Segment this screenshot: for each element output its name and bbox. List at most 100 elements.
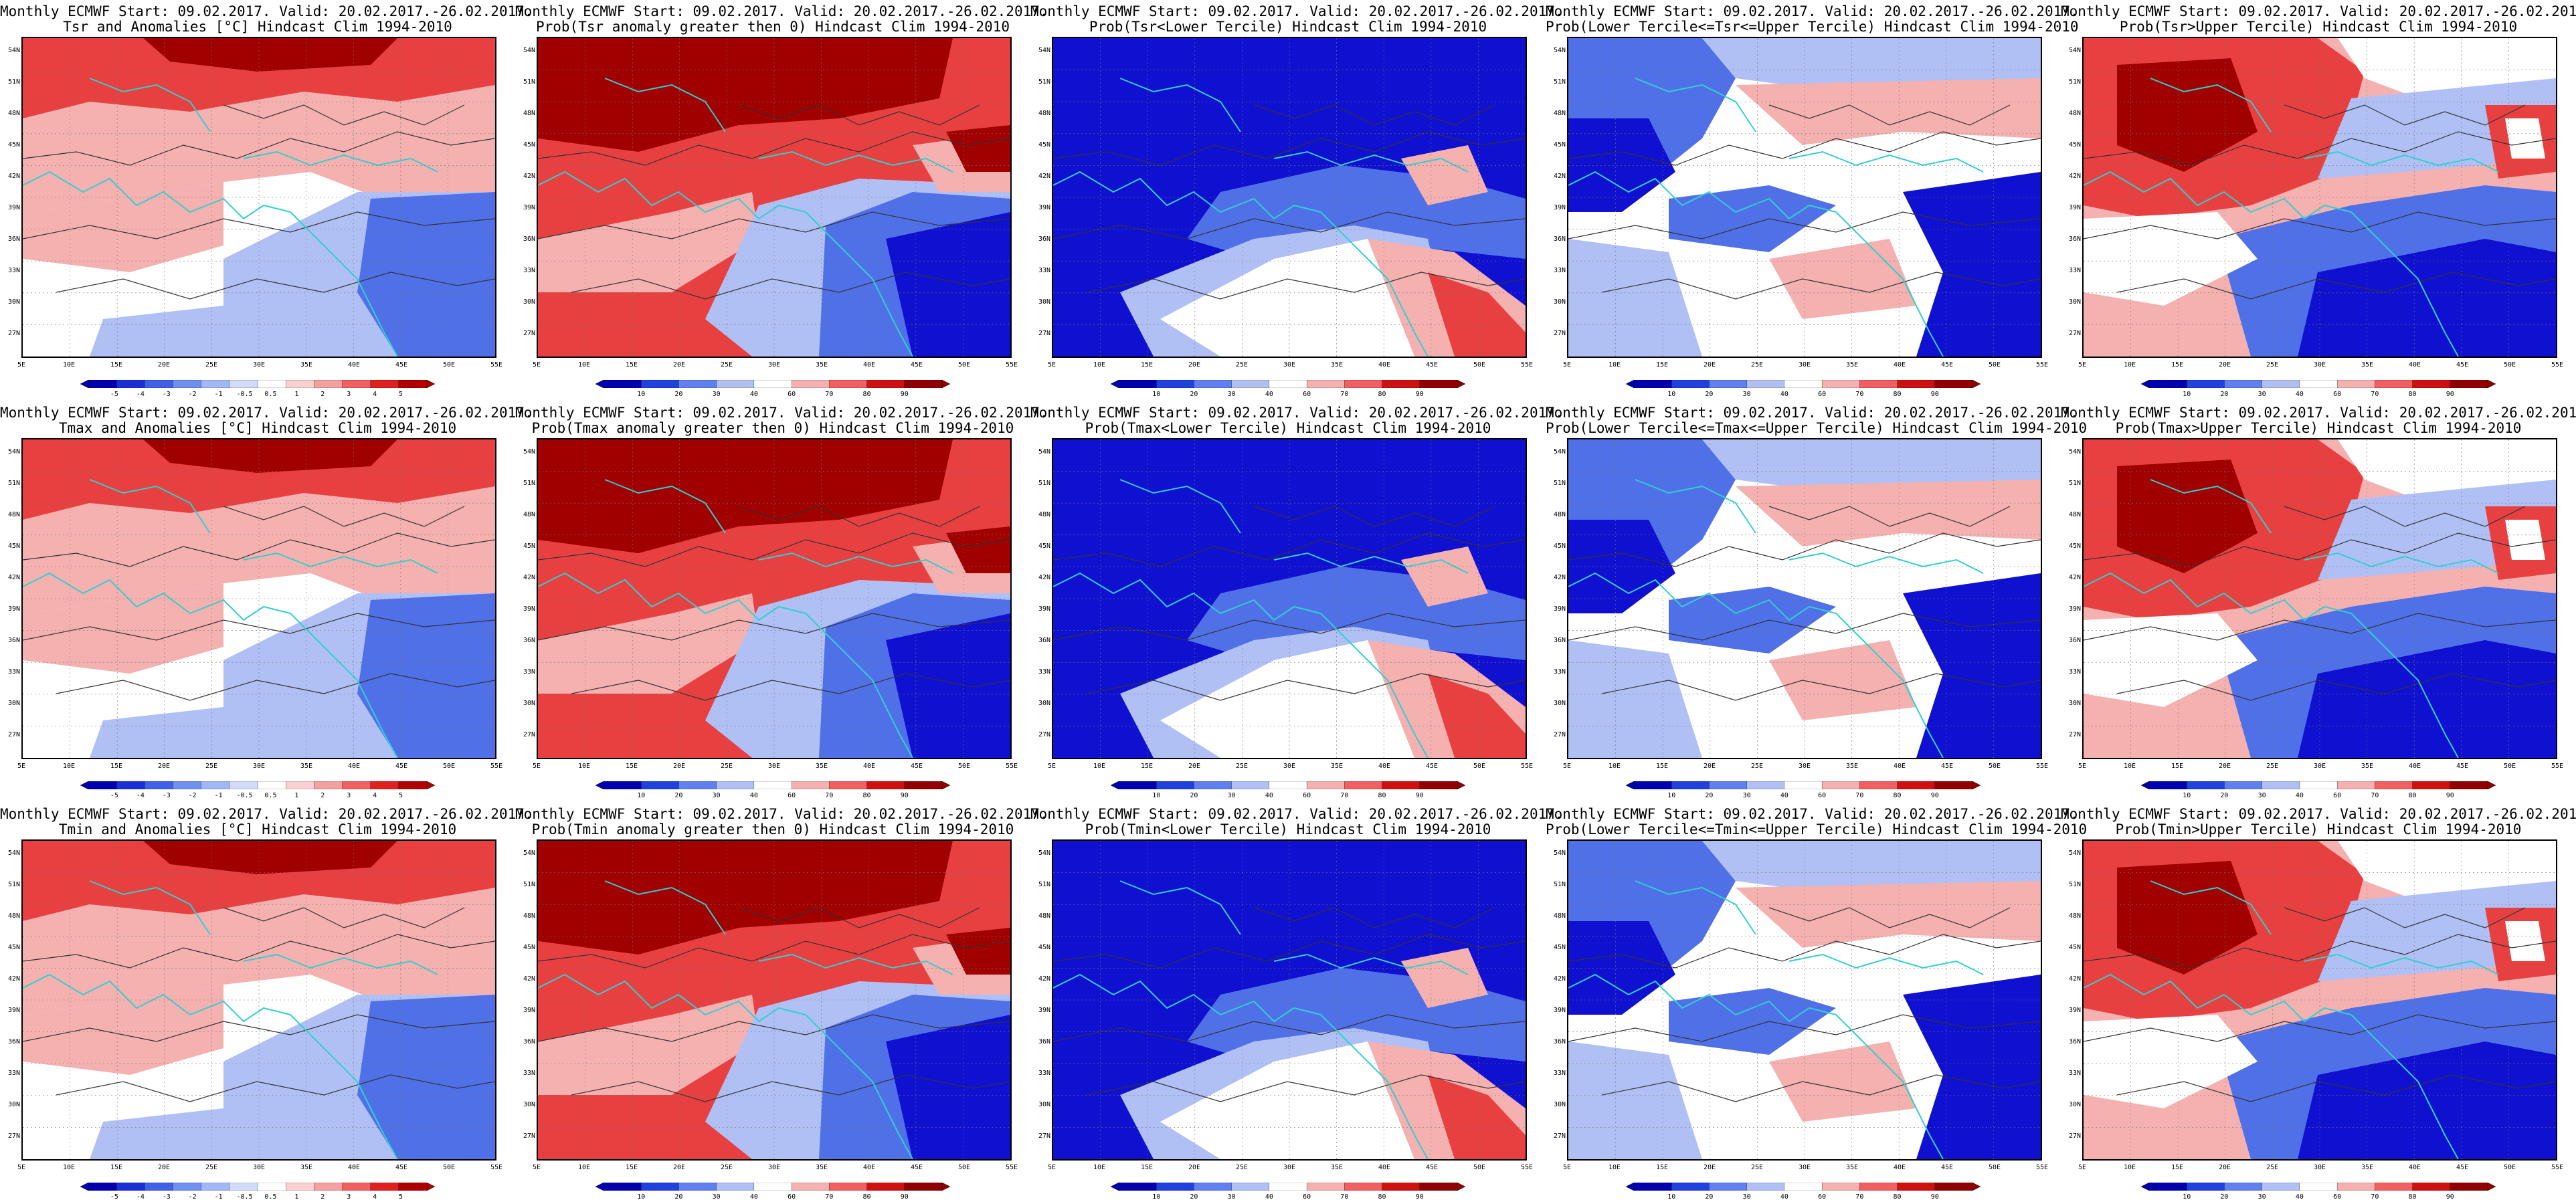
colorbar-tick-label: 70 bbox=[825, 1193, 834, 1201]
color-field-region bbox=[1401, 145, 1488, 205]
longitude-label: 10E bbox=[577, 763, 591, 770]
colorbar-tick-label: 10 bbox=[637, 391, 646, 398]
panel-title-line2: Prob(Lower Tercile<=Tmax<=Upper Tercile)… bbox=[1546, 420, 2088, 436]
latitude-label: 48N bbox=[7, 511, 20, 518]
latitude-label: 39N bbox=[1038, 1007, 1050, 1014]
longitude-label: 50E bbox=[1473, 1164, 1486, 1171]
latitude-label: 39N bbox=[7, 204, 20, 211]
latitude-label: 42N bbox=[2068, 574, 2081, 581]
panel-title-line1: Monthly ECMWF Start: 09.02.2017. Valid: … bbox=[1030, 405, 1564, 421]
colorbar-tick-label: 2 bbox=[320, 391, 325, 398]
colorbar-tick-label: -2 bbox=[188, 1193, 197, 1201]
contour-line bbox=[538, 211, 1010, 239]
latitude-label: 45N bbox=[523, 141, 535, 148]
colorbar-arrow-low bbox=[1626, 781, 1635, 789]
contour-line bbox=[1253, 907, 1495, 928]
latitude-label: 54N bbox=[7, 47, 20, 54]
colorbar-segment bbox=[2375, 781, 2413, 789]
contour-line bbox=[1568, 1014, 2041, 1042]
longitude-label: 20E bbox=[672, 1164, 686, 1171]
longitude-label: 55E bbox=[2035, 1164, 2049, 1171]
latitude-label: 27N bbox=[1553, 731, 1566, 738]
panel-title-line2: Prob(Tsr<Lower Tercile) Hindcast Clim 19… bbox=[1089, 19, 1487, 35]
colorbar-tick-label: -3 bbox=[162, 391, 171, 398]
colorbar-segment bbox=[904, 380, 943, 388]
latitude-label: 54N bbox=[2068, 448, 2081, 456]
colorbar-arrow-high bbox=[2487, 781, 2496, 789]
contour-line bbox=[2084, 532, 2556, 567]
colorbar-segment bbox=[257, 380, 286, 388]
colorbar-segment bbox=[2224, 781, 2263, 789]
latitude-label: 30N bbox=[523, 1101, 535, 1108]
longitude-label: 5E bbox=[2078, 361, 2087, 369]
latitude-label: 39N bbox=[1038, 204, 1050, 211]
coastline bbox=[243, 150, 438, 173]
longitude-label: 50E bbox=[957, 763, 971, 770]
latitude-label: 27N bbox=[1038, 330, 1050, 337]
latitude-label: 30N bbox=[523, 298, 535, 306]
colorbar-tick-label: 1 bbox=[294, 792, 299, 799]
longitude-label: 15E bbox=[1655, 361, 1669, 369]
color-field-region bbox=[1401, 546, 1488, 607]
colorbar-arrow-high bbox=[941, 1183, 950, 1191]
color-field-region bbox=[886, 1015, 1010, 1159]
latitude-label: 45N bbox=[7, 542, 20, 550]
latitude-label: 48N bbox=[523, 110, 535, 117]
colorbar-arrow-low bbox=[1111, 781, 1119, 789]
color-field-region bbox=[357, 995, 495, 1159]
longitude-label: 50E bbox=[1988, 1164, 2001, 1171]
coastline bbox=[805, 613, 913, 758]
map-panel: Monthly ECMWF Start: 09.02.2017. Valid: … bbox=[1030, 401, 1564, 803]
latitude-label: 42N bbox=[7, 975, 20, 983]
longitude-label: 20E bbox=[157, 1164, 171, 1171]
color-field-region bbox=[538, 593, 759, 694]
panel-title-line1: Monthly ECMWF Start: 09.02.2017. Valid: … bbox=[1546, 806, 2079, 822]
longitude-label: 45E bbox=[1425, 361, 1439, 369]
color-field-region bbox=[2338, 841, 2556, 901]
colorbar-segment bbox=[2375, 1183, 2413, 1191]
map-area bbox=[1052, 438, 1527, 759]
latitude-label: 30N bbox=[7, 298, 20, 306]
latitude-label: 39N bbox=[1553, 1007, 1566, 1014]
longitude-label: 50E bbox=[2503, 361, 2516, 369]
longitude-label: 20E bbox=[672, 763, 686, 770]
colorbar-segment bbox=[201, 781, 230, 789]
colorbar-tick-label: 60 bbox=[1303, 1193, 1311, 1201]
panel-title-line2: Prob(Tsr anomaly greater then 0) Hindcas… bbox=[535, 19, 1010, 35]
map-panel: Monthly ECMWF Start: 09.02.2017. Valid: … bbox=[2061, 401, 2576, 803]
colorbar-tick-label: 40 bbox=[1780, 792, 1788, 799]
panel-title-line1: Monthly ECMWF Start: 09.02.2017. Valid: … bbox=[515, 806, 1048, 822]
colorbar-segment bbox=[145, 781, 174, 789]
color-field-region bbox=[2505, 921, 2545, 961]
colorbar-segment bbox=[1419, 380, 1458, 388]
coastline bbox=[1053, 171, 1321, 220]
color-field-region bbox=[90, 306, 223, 357]
longitude-label: 20E bbox=[2218, 1164, 2231, 1171]
contour-line bbox=[738, 907, 980, 928]
latitude-label: 51N bbox=[7, 78, 20, 86]
colorbar-tick-label: 4 bbox=[373, 391, 377, 398]
colorbar-segment bbox=[1306, 1183, 1345, 1191]
colorbar-tick-label: 40 bbox=[1265, 391, 1273, 398]
latitude-label: 48N bbox=[7, 912, 20, 920]
longitude-label: 30E bbox=[2313, 1164, 2326, 1171]
latitude-label: 54N bbox=[7, 849, 20, 857]
colorbar-segment bbox=[286, 781, 314, 789]
longitude-label: 20E bbox=[1188, 1164, 1201, 1171]
colorbar-tick-label: -5 bbox=[110, 1193, 118, 1201]
colorbar bbox=[1111, 380, 1465, 388]
contour-line bbox=[56, 673, 495, 701]
map-field bbox=[538, 439, 1010, 758]
coastline bbox=[538, 572, 806, 621]
latitude-label: 30N bbox=[2068, 298, 2081, 306]
color-field-region bbox=[90, 707, 223, 758]
colorbar-arrow-high bbox=[1972, 1183, 1981, 1191]
colorbar-segment bbox=[1859, 781, 1898, 789]
longitude-label: 15E bbox=[110, 361, 123, 369]
longitude-label: 50E bbox=[442, 763, 456, 770]
colorbar-tick-label: -3 bbox=[162, 792, 171, 799]
colorbar-tick-label: 80 bbox=[862, 792, 871, 799]
colorbar-tick-label: 40 bbox=[2295, 1193, 2304, 1201]
latitude-label: 42N bbox=[523, 173, 535, 180]
longitude-label: 5E bbox=[1562, 763, 1572, 770]
